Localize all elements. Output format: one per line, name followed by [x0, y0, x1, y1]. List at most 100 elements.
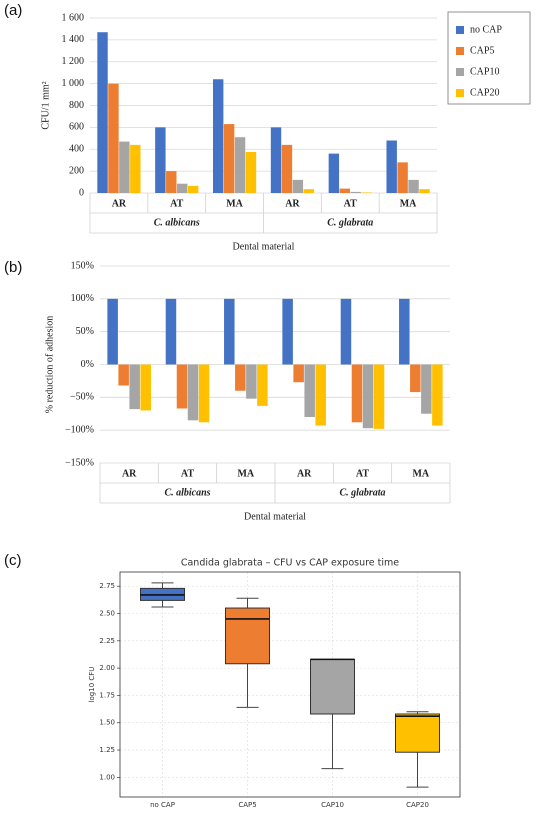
bar	[224, 298, 235, 365]
bar	[166, 171, 177, 193]
group-label: C. albicans	[154, 217, 200, 228]
y-tick-label: 0%	[81, 359, 94, 370]
bar	[339, 188, 350, 193]
panel-label: (c)	[4, 552, 22, 569]
y-tick-label: 1 000	[62, 78, 85, 89]
y-tick-label: 200	[69, 165, 84, 176]
bar	[212, 79, 224, 193]
bar	[408, 179, 419, 193]
legend-swatch	[456, 26, 464, 34]
bar	[177, 183, 188, 193]
x-tick-label: AT	[181, 468, 194, 479]
y-tick-label: 2.50	[99, 610, 115, 618]
bar	[140, 364, 151, 411]
bar	[187, 364, 199, 421]
y-axis-label: % reduction of adhesion	[44, 316, 55, 413]
bar	[155, 127, 166, 193]
bar	[340, 298, 352, 365]
x-axis-label: Dental material	[233, 241, 295, 252]
bar	[373, 364, 385, 429]
bar	[361, 192, 372, 193]
y-tick-label: 2.75	[99, 582, 115, 590]
panel-label: (a)	[4, 2, 22, 19]
group-label: C. glabrata	[327, 217, 373, 228]
x-tick-label: AR	[112, 198, 127, 209]
bar	[234, 137, 246, 193]
bar	[386, 140, 397, 193]
y-tick-label: 1 400	[62, 34, 85, 45]
bar	[176, 364, 188, 409]
plot-frame	[119, 571, 461, 798]
x-tick-label: AT	[344, 198, 357, 209]
y-tick-label: 2.00	[99, 664, 115, 672]
legend-label: CAP20	[470, 87, 499, 98]
bar	[246, 364, 257, 399]
bar	[315, 364, 326, 426]
bar	[198, 364, 210, 423]
bar	[399, 298, 410, 365]
bar	[165, 298, 177, 365]
y-tick-label: 100%	[71, 293, 94, 304]
legend-label: no CAP	[470, 24, 502, 35]
bar	[108, 83, 119, 193]
legend-label: CAP5	[470, 45, 494, 56]
y-tick-label: 2.25	[99, 637, 115, 645]
bar	[223, 124, 235, 193]
legend-label: CAP10	[470, 66, 499, 77]
panel-label: (b)	[4, 259, 22, 276]
legend-swatch	[456, 47, 464, 55]
bar	[293, 364, 304, 383]
bar	[350, 191, 361, 193]
y-tick-label: 1.25	[99, 746, 115, 754]
bar	[118, 364, 129, 386]
x-tick-label: MA	[237, 468, 254, 479]
bar	[270, 127, 282, 193]
bar	[410, 364, 421, 393]
box	[310, 658, 355, 715]
box	[225, 607, 270, 665]
y-tick-label: −100%	[65, 424, 94, 435]
y-tick-label: 1.75	[99, 691, 115, 699]
bar	[362, 364, 374, 429]
box	[395, 713, 440, 753]
x-tick-label: MA	[412, 468, 429, 479]
x-tick-label: AR	[122, 468, 137, 479]
x-tick-label: CAP5	[238, 801, 256, 809]
bar	[397, 162, 408, 193]
bar	[119, 141, 130, 193]
y-tick-label: 0	[79, 187, 84, 198]
x-tick-label: MA	[226, 198, 243, 209]
bar	[421, 364, 432, 414]
y-axis-label: CFU/1 mm²	[40, 81, 51, 129]
x-tick-label: CAP10	[321, 801, 344, 809]
y-tick-label: 50%	[76, 326, 94, 337]
y-tick-label: 150%	[71, 260, 94, 271]
x-tick-label: AT	[170, 198, 183, 209]
legend-swatch	[456, 89, 464, 97]
bar	[351, 364, 363, 423]
x-tick-label: AR	[297, 468, 312, 479]
y-tick-label: 1 600	[62, 12, 85, 23]
bar	[130, 144, 141, 193]
bar	[235, 364, 246, 391]
bar	[432, 364, 443, 426]
y-axis-label: log10 CFU	[88, 667, 96, 703]
bar	[245, 151, 257, 193]
bar	[281, 144, 293, 193]
chart-title: Candida glabrata – CFU vs CAP exposure t…	[181, 558, 399, 569]
y-tick-label: 1.50	[99, 719, 115, 727]
x-tick-label: AR	[285, 198, 300, 209]
y-tick-label: −50%	[70, 392, 94, 403]
bar	[419, 189, 430, 193]
group-label: C. albicans	[164, 487, 210, 498]
y-tick-label: 800	[69, 100, 84, 111]
bar	[292, 179, 304, 193]
y-tick-label: 600	[69, 122, 84, 133]
group-label: C. glabrata	[339, 487, 385, 498]
bar	[328, 153, 340, 193]
y-tick-label: 1.00	[99, 773, 115, 781]
bar	[304, 364, 315, 418]
bar	[303, 189, 315, 193]
x-axis-label: Dental material	[244, 511, 306, 522]
